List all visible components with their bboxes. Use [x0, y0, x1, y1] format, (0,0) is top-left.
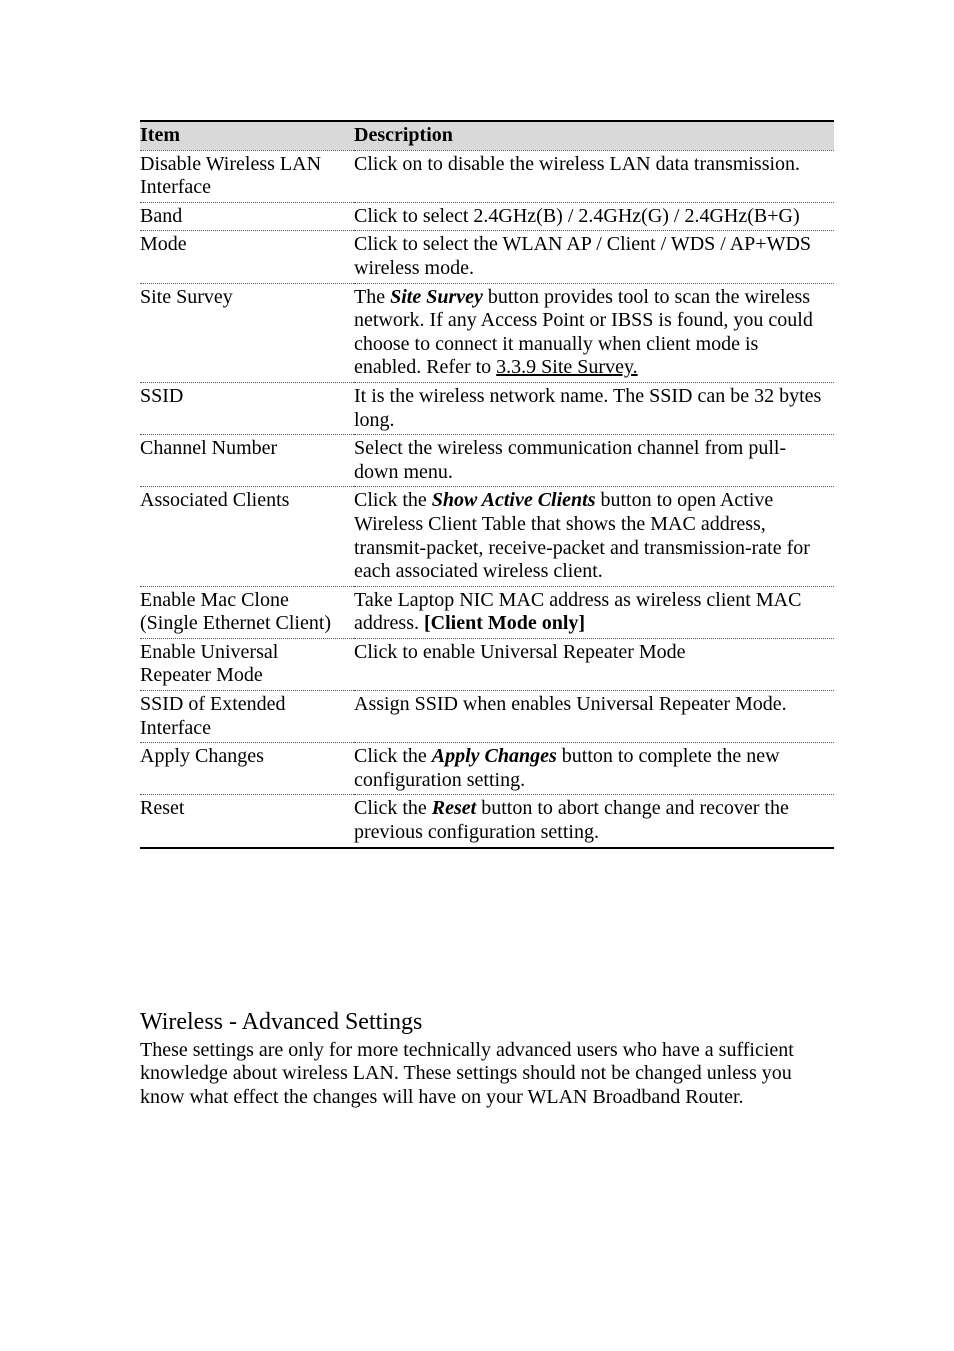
- item-cell: Apply Changes: [140, 743, 354, 795]
- page-container: Item Description Disable Wireless LAN In…: [0, 0, 954, 1169]
- description-cell: Assign SSID when enables Universal Repea…: [354, 691, 834, 743]
- table-row: Channel NumberSelect the wireless commun…: [140, 435, 834, 487]
- item-cell: Enable Mac Clone (Single Ethernet Client…: [140, 586, 354, 638]
- section-gap: [140, 849, 834, 1009]
- table-row: Enable Mac Clone (Single Ethernet Client…: [140, 586, 834, 638]
- description-cell: Click the Apply Changes button to comple…: [354, 743, 834, 795]
- description-cell: Click on to disable the wireless LAN dat…: [354, 150, 834, 202]
- item-cell: Reset: [140, 795, 354, 848]
- item-cell: Disable Wireless LAN Interface: [140, 150, 354, 202]
- item-cell: SSID: [140, 382, 354, 434]
- table-row: SSID of Extended InterfaceAssign SSID wh…: [140, 691, 834, 743]
- table-row: ModeClick to select the WLAN AP / Client…: [140, 231, 834, 283]
- section-title: Wireless - Advanced Settings: [140, 1009, 834, 1036]
- table-row: Enable Universal Repeater ModeClick to e…: [140, 638, 834, 690]
- definitions-table: Item Description Disable Wireless LAN In…: [140, 120, 834, 849]
- table-row: Apply ChangesClick the Apply Changes but…: [140, 743, 834, 795]
- description-cell: Click to enable Universal Repeater Mode: [354, 638, 834, 690]
- description-cell: Click the Show Active Clients button to …: [354, 487, 834, 586]
- header-description: Description: [354, 121, 834, 150]
- item-cell: Site Survey: [140, 283, 354, 382]
- table-row: Disable Wireless LAN InterfaceClick on t…: [140, 150, 834, 202]
- description-cell: Click to select the WLAN AP / Client / W…: [354, 231, 834, 283]
- table-row: SSIDIt is the wireless network name. The…: [140, 382, 834, 434]
- description-cell: Take Laptop NIC MAC address as wireless …: [354, 586, 834, 638]
- description-cell: The Site Survey button provides tool to …: [354, 283, 834, 382]
- item-cell: Associated Clients: [140, 487, 354, 586]
- table-row: Site SurveyThe Site Survey button provid…: [140, 283, 834, 382]
- item-cell: Band: [140, 202, 354, 231]
- description-cell: Click the Reset button to abort change a…: [354, 795, 834, 848]
- table-row: ResetClick the Reset button to abort cha…: [140, 795, 834, 848]
- description-cell: It is the wireless network name. The SSI…: [354, 382, 834, 434]
- description-cell: Click to select 2.4GHz(B) / 2.4GHz(G) / …: [354, 202, 834, 231]
- description-cell: Select the wireless communication channe…: [354, 435, 834, 487]
- header-item: Item: [140, 121, 354, 150]
- item-cell: Channel Number: [140, 435, 354, 487]
- table-row: Associated ClientsClick the Show Active …: [140, 487, 834, 586]
- table-row: BandClick to select 2.4GHz(B) / 2.4GHz(G…: [140, 202, 834, 231]
- section-body: These settings are only for more technic…: [140, 1039, 834, 1110]
- item-cell: Mode: [140, 231, 354, 283]
- item-cell: SSID of Extended Interface: [140, 691, 354, 743]
- item-cell: Enable Universal Repeater Mode: [140, 638, 354, 690]
- table-header-row: Item Description: [140, 121, 834, 150]
